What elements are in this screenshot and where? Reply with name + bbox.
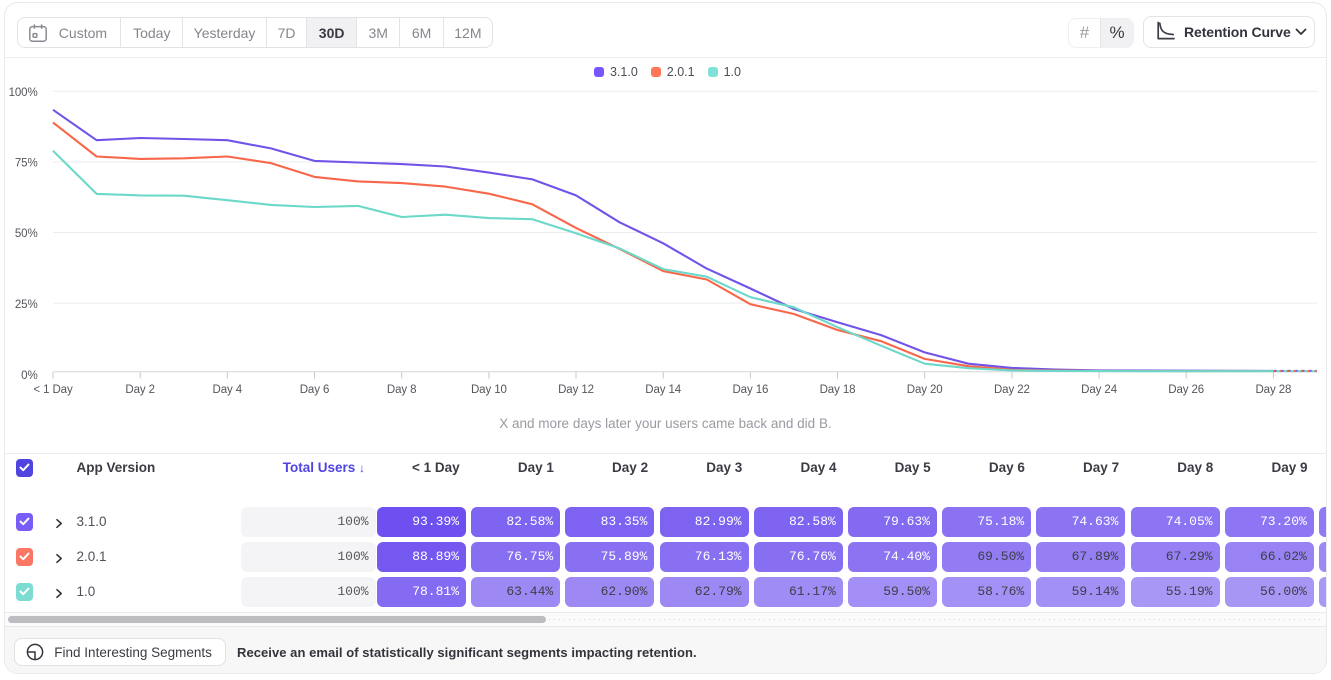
svg-text:Day 10: Day 10 — [471, 384, 507, 396]
svg-text:Day 20: Day 20 — [907, 384, 943, 396]
svg-text:50%: 50% — [15, 228, 38, 240]
svg-text:Day 4: Day 4 — [213, 384, 243, 396]
svg-text:Day 14: Day 14 — [645, 384, 682, 396]
svg-text:Day 18: Day 18 — [820, 384, 856, 396]
svg-text:Day 2: Day 2 — [125, 384, 155, 396]
svg-text:25%: 25% — [15, 299, 38, 311]
svg-text:Day 12: Day 12 — [558, 384, 594, 396]
svg-text:0%: 0% — [21, 370, 37, 382]
svg-text:Day 6: Day 6 — [300, 384, 330, 396]
svg-text:Day 22: Day 22 — [994, 384, 1030, 396]
svg-text:Day 8: Day 8 — [387, 384, 417, 396]
svg-text:Day 28: Day 28 — [1255, 384, 1291, 396]
svg-text:Day 16: Day 16 — [732, 384, 768, 396]
svg-text:75%: 75% — [15, 158, 38, 170]
svg-text:100%: 100% — [9, 87, 38, 99]
svg-text:< 1 Day: < 1 Day — [33, 384, 73, 396]
svg-text:Day 24: Day 24 — [1081, 384, 1118, 396]
svg-text:Day 26: Day 26 — [1168, 384, 1204, 396]
